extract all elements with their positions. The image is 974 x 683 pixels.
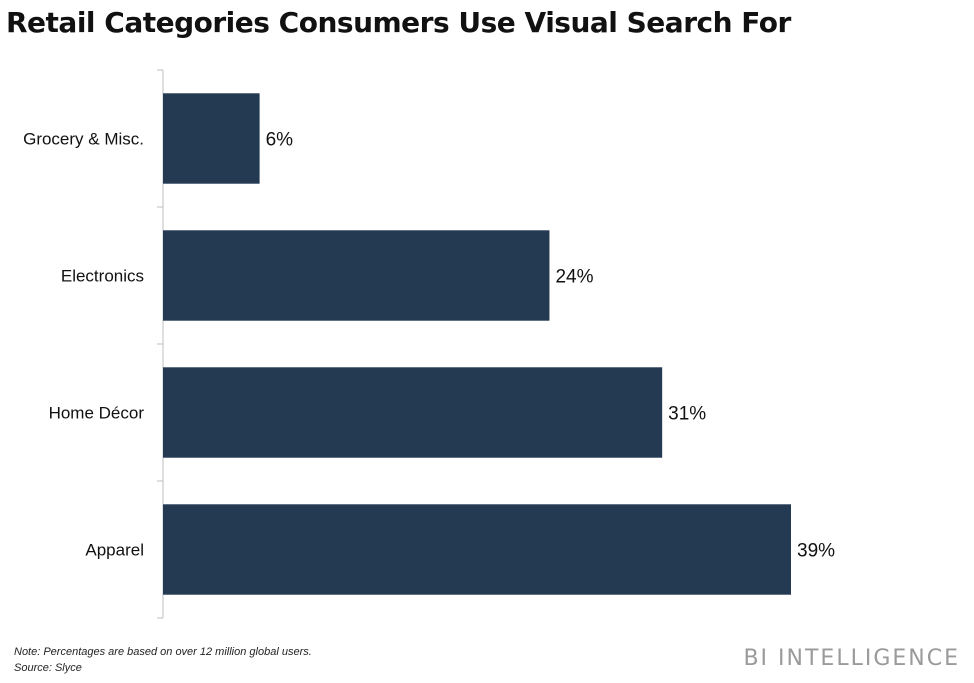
bar — [163, 230, 550, 321]
bar — [163, 504, 791, 595]
category-label: Grocery & Misc. — [23, 130, 144, 149]
bar — [163, 93, 260, 184]
category-label: Electronics — [61, 267, 144, 286]
data-label: 31% — [668, 404, 706, 425]
chart-source: Source: Slyce — [14, 662, 82, 674]
brand-logo: BI INTELLIGENCE — [743, 646, 960, 671]
data-label: 24% — [555, 267, 593, 288]
data-label: 6% — [266, 130, 294, 151]
category-label: Apparel — [85, 541, 144, 560]
bar — [163, 367, 663, 458]
chart-title: Retail Categories Consumers Use Visual S… — [6, 6, 791, 39]
category-label: Home Décor — [49, 404, 145, 423]
chart-note: Note: Percentages are based on over 12 m… — [14, 646, 312, 658]
data-label: 39% — [797, 541, 835, 562]
